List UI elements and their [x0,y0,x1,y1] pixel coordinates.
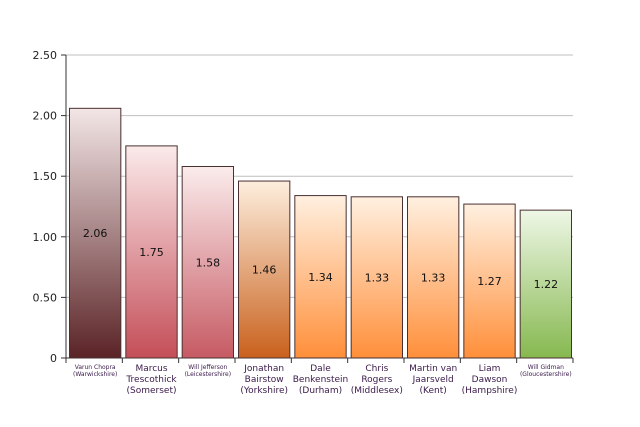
bar [238,180,291,359]
category-label-line: Varun Chopra [75,364,116,371]
bar [181,166,235,359]
category-label-line: Benkenstein [293,375,349,385]
y-tick-label: 2.50 [33,49,58,62]
category-label-line: (Durham) [299,386,342,396]
category-label-line: (Warwickshire) [73,371,117,378]
category-label-line: Dawson [472,375,508,385]
category-label-line: Martin van [409,364,457,374]
category-label-line: Will Jefferson [188,364,227,371]
category-label-line: Trescothick [125,375,177,385]
y-tick-label: 2.00 [33,110,58,123]
category-label-line: Chris [365,364,388,374]
bar-value-label: 1.34 [308,271,333,284]
y-tick-label: 0 [50,352,57,365]
bar [294,195,347,359]
category-label: Martin van Jaarsveld (Kent) [409,364,457,396]
bar-value-label: 1.22 [534,278,559,291]
category-label-line: (Hampshire) [462,386,518,396]
category-label-line: (Yorkshire) [240,386,288,396]
bar [463,203,516,359]
category-label: Will Jefferson (Leicestershire) [185,364,232,378]
category-label-line: Bairstow [245,375,284,385]
bar-value-label: 1.58 [196,256,221,269]
category-label: Jonathan Bairstow (Yorkshire) [240,364,288,396]
category-label-line: Marcus [135,364,167,374]
bar [69,107,122,359]
category-label-line: Jonathan [243,364,284,374]
category-label-line: (Gloucestershire) [520,371,572,378]
bars [69,107,573,359]
category-label-line: (Kent) [420,386,447,396]
category-label: Will Gidman (Gloucestershire) [520,364,572,378]
bar-value-label: 1.27 [477,275,502,288]
bar-value-label: 1.46 [252,264,277,277]
category-label-line: Jaarsveld [412,375,454,385]
category-label-line: (Leicestershire) [185,371,232,378]
category-label-line: Dale [310,364,331,374]
y-tick-label: 1.00 [33,231,58,244]
bar [519,209,573,359]
value-labels: 2.06 1.75 1.58 1.46 1.34 1.33 1.33 1.27 1.22 [83,227,558,291]
category-labels: Varun Chopra (Warwickshire) Marcus Trescoth… [73,364,572,396]
category-label-line: (Somerset) [126,386,176,396]
bar-value-label: 1.33 [421,271,446,284]
y-tick-label: 0.50 [33,291,58,304]
bar [350,196,403,359]
bar-value-label: 1.33 [365,271,390,284]
category-label-line: Liam [479,364,501,374]
bar-value-label: 1.75 [139,246,164,259]
category-label-line: Rogers [361,375,392,385]
category-label: Liam Dawson (Hampshire) [462,364,518,396]
y-tick-label: 1.50 [33,170,58,183]
category-label-line: Will Gidman [528,364,564,371]
category-label: Marcus Trescothick (Somerset) [125,364,177,396]
category-label: Chris Rogers (Middlesex) [351,364,403,396]
category-label: Varun Chopra (Warwickshire) [73,364,117,378]
category-label-line: (Middlesex) [351,386,403,396]
bar-value-label: 2.06 [83,227,108,240]
bar [125,145,178,359]
bar [407,196,460,359]
category-label: Dale Benkenstein (Durham) [293,364,349,396]
